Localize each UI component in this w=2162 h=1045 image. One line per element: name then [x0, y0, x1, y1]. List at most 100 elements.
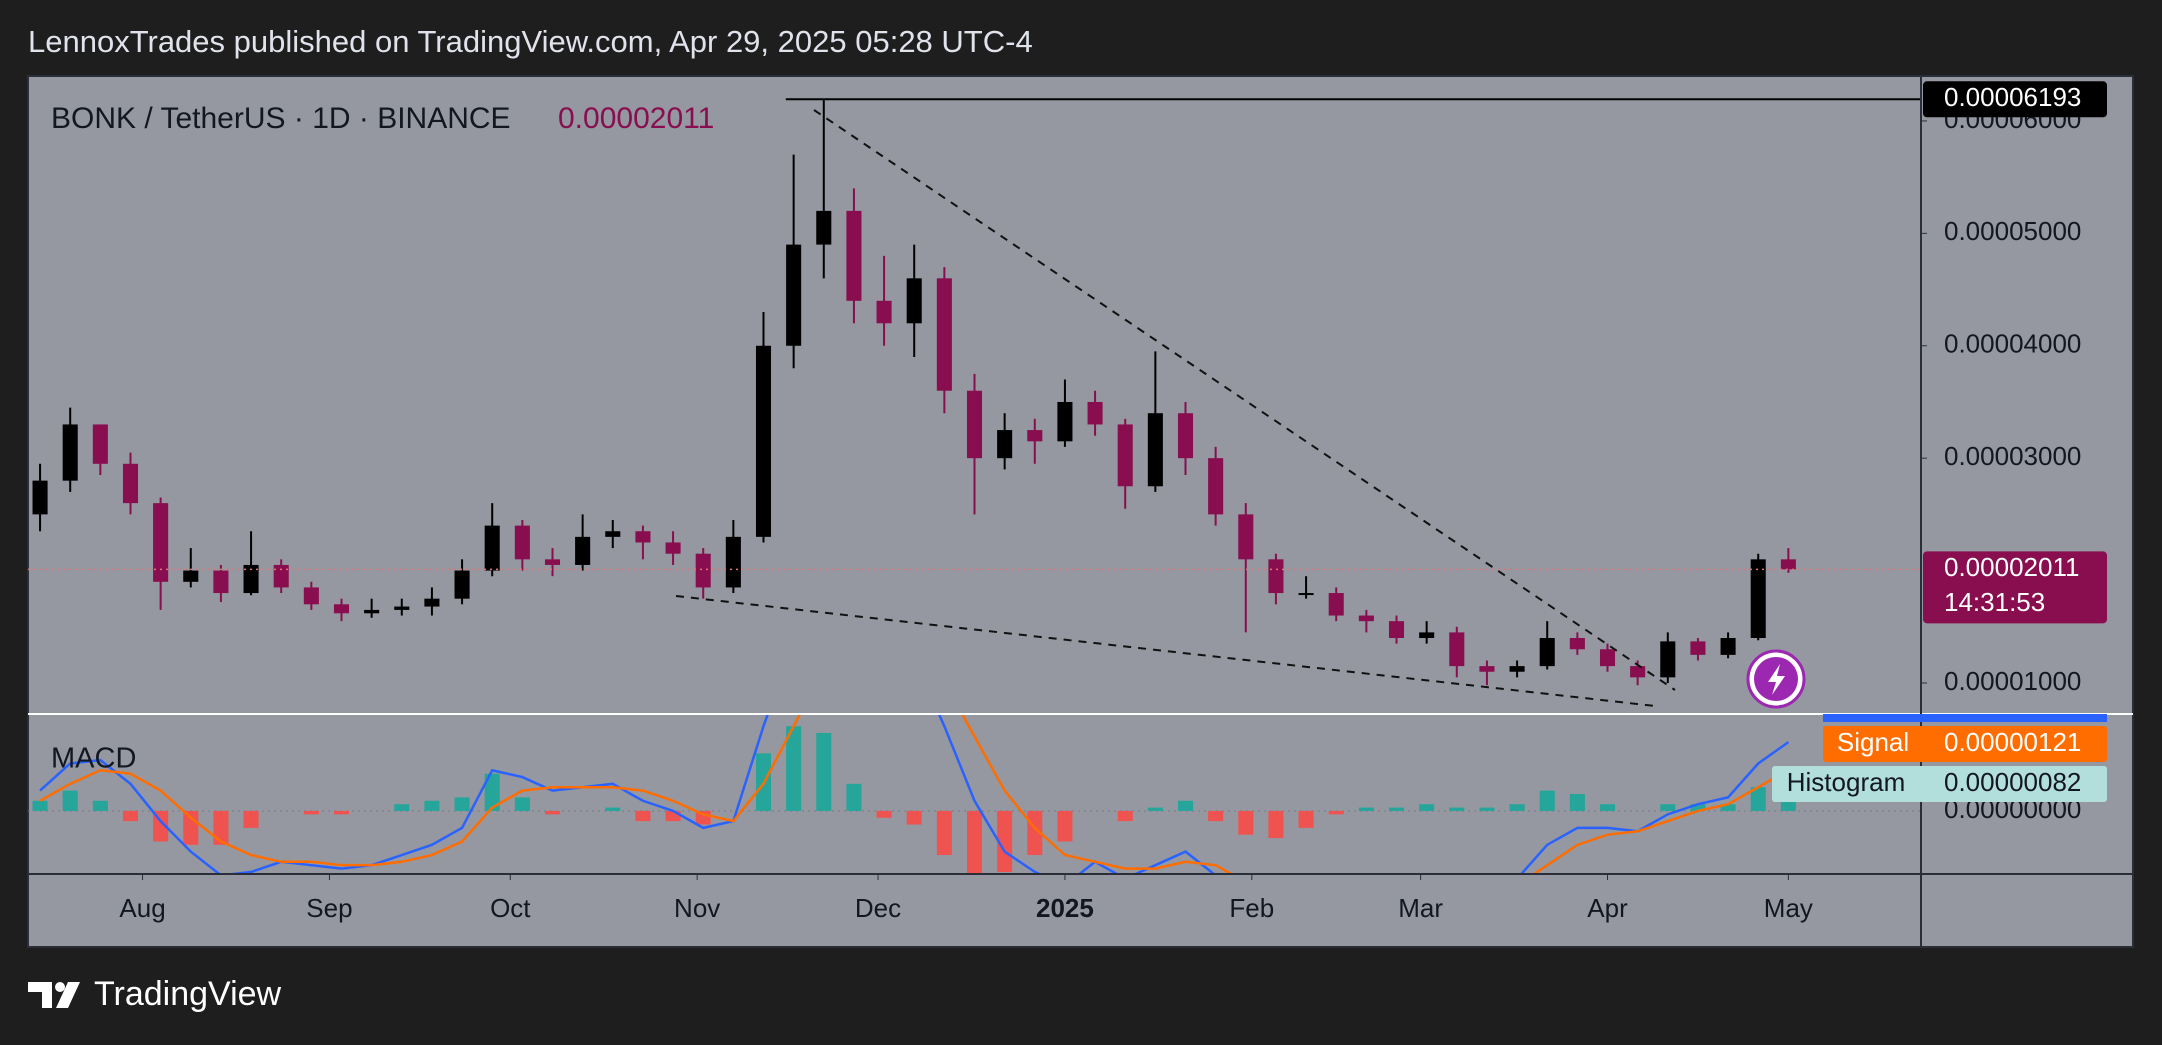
publisher: LennoxTrades published on TradingView.co…: [28, 24, 1033, 59]
macd-line: [39, 714, 1790, 874]
candle-body: [1419, 632, 1435, 639]
candle-body: [605, 531, 621, 537]
candle-body: [1720, 638, 1736, 655]
histogram-bar: [484, 773, 500, 811]
histogram-bar: [876, 810, 892, 818]
histogram-bar: [635, 810, 651, 822]
high-tag: [1923, 81, 2107, 118]
histogram-bar: [32, 800, 48, 811]
histogram-bar: [906, 810, 922, 825]
histogram-tag-name: Histogram: [1787, 767, 1905, 797]
candle-body: [333, 604, 350, 614]
histogram-bar: [1208, 810, 1224, 822]
histogram-bar: [544, 810, 561, 815]
candle-body: [725, 536, 741, 588]
candle-body: [273, 564, 289, 588]
signal-tag-name: Signal: [1837, 727, 1909, 757]
x-tick-label: Apr: [1587, 893, 1628, 923]
x-tick-label: Feb: [1229, 893, 1274, 923]
histogram-bar: [1750, 787, 1766, 811]
candle-body: [153, 503, 169, 582]
x-tick-label: Mar: [1398, 893, 1443, 923]
histogram-bar: [1147, 807, 1163, 811]
histogram-bar: [816, 732, 832, 811]
x-tick-label: Oct: [490, 893, 531, 923]
candle-body: [936, 278, 952, 391]
histogram-bar: [394, 804, 410, 811]
histogram-bar: [1328, 810, 1344, 815]
candle-body: [1690, 641, 1706, 655]
logo-slash: [56, 982, 80, 1008]
candle-body: [816, 210, 832, 245]
histogram-bar: [786, 726, 802, 811]
x-tick-label: Dec: [855, 893, 901, 923]
axes: Aug Sep Oct Nov Dec 2025 Feb Mar Apr May 0.0000100…: [119, 98, 2081, 923]
icon-bolt[interactable]: [1768, 664, 1785, 695]
candle-body: [786, 244, 802, 346]
candle-body: [1238, 514, 1254, 560]
histogram-bar: [936, 810, 952, 856]
candle-body: [1780, 559, 1796, 570]
histogram-bar: [514, 797, 530, 811]
y-tick-label: 0.00005000: [1944, 216, 2081, 246]
histogram-bar: [454, 797, 470, 811]
histogram-bar: [1117, 810, 1133, 822]
x-tick-label: Aug: [119, 893, 165, 923]
histogram-bar: [1388, 807, 1405, 811]
candle-body: [1268, 559, 1284, 594]
candle-body: [906, 278, 922, 324]
candle-body: [1027, 430, 1043, 442]
candle-body: [454, 570, 470, 599]
candle-body: [213, 570, 229, 594]
y-tick-label: 0.00003000: [1944, 441, 2081, 471]
brand: TradingView: [94, 975, 282, 1013]
candle-body: [1208, 458, 1224, 515]
footer-logo: [28, 982, 80, 1008]
candle-body: [575, 536, 591, 565]
candle-body: [514, 525, 530, 560]
candle-body: [484, 525, 500, 571]
price-tag-label: 0.00002011: [1944, 552, 2079, 582]
histogram-bar: [1419, 804, 1435, 811]
candle-body: [1358, 615, 1374, 622]
x-tick-label: Nov: [674, 893, 720, 923]
candle-body: [1660, 641, 1676, 678]
candle-body: [424, 598, 440, 607]
logo-mark: [28, 982, 52, 1008]
y-tick-label: 0.00001000: [1944, 666, 2081, 696]
histogram-bar: [665, 810, 681, 822]
candle-body: [846, 210, 862, 301]
histogram-bar: [966, 810, 983, 874]
histogram-bar: [846, 783, 862, 811]
histogram-tag: [1772, 766, 2107, 802]
histogram-bar: [1057, 810, 1073, 842]
y-tick-label: 0.00004000: [1944, 329, 2081, 359]
candle-body: [1750, 559, 1766, 639]
symbol-title: BONK / TetherUS · 1D · BINANCE: [51, 102, 511, 135]
candle-body: [695, 553, 711, 588]
histogram-bar: [153, 810, 169, 842]
macd-line: [39, 714, 1789, 874]
histogram-bar: [424, 800, 440, 811]
tags: 0.00006193 0.00002011 14:31:53 Signal 0.0000…: [1772, 81, 2107, 802]
x-tick-label: 2025: [1036, 893, 1094, 923]
histogram-bar: [1238, 810, 1254, 835]
candle-body: [1087, 401, 1103, 425]
histogram-bar: [122, 810, 139, 822]
candle-body: [876, 300, 892, 324]
macd-title: MACD: [51, 743, 136, 775]
logo-dot: [55, 982, 65, 992]
candle-body: [635, 531, 651, 543]
x-tick-label: Sep: [306, 893, 352, 923]
high-tag-label: 0.00006193: [1944, 82, 2081, 112]
candle-body: [1449, 632, 1465, 667]
lightning-icon[interactable]: [1746, 649, 1806, 709]
candle-body: [544, 559, 561, 565]
histogram-bar: [1298, 810, 1314, 828]
candle-body: [1569, 638, 1585, 650]
histogram-bar: [1509, 804, 1525, 811]
histogram-bar: [92, 800, 108, 811]
candle-body: [1630, 666, 1646, 678]
candle-body: [1328, 593, 1344, 616]
